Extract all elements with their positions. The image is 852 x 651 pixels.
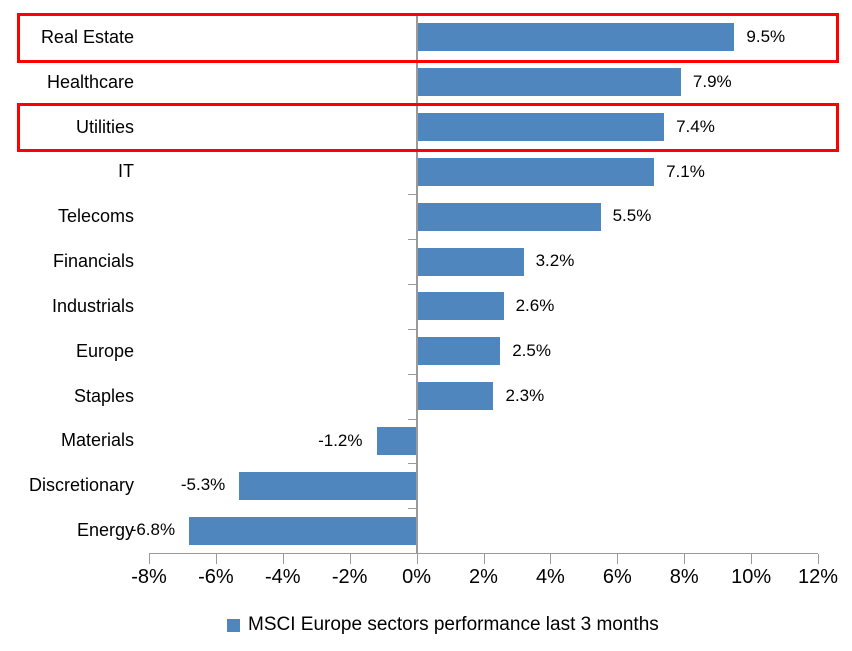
x-tick-mark xyxy=(282,554,284,564)
category-tick-mark xyxy=(407,284,417,285)
category-tick-mark xyxy=(407,463,417,465)
x-tick-label: -4% xyxy=(265,566,301,588)
x-tick-mark xyxy=(818,554,819,564)
x-tick-mark xyxy=(617,554,619,564)
bar xyxy=(416,68,681,97)
value-label: 7.1% xyxy=(666,161,705,181)
x-tick-mark xyxy=(416,554,418,564)
category-tick-mark xyxy=(407,194,417,196)
x-tick-label: 12% xyxy=(797,566,839,588)
legend-swatch-icon xyxy=(227,618,240,632)
x-tick-label: 2% xyxy=(469,566,498,588)
value-label: 2.6% xyxy=(515,296,555,315)
highlight-box xyxy=(17,13,839,63)
category-label: Europe xyxy=(75,340,134,361)
legend-label: MSCI Europe sectors performance last 3 m… xyxy=(248,614,659,635)
value-label: 7.4% xyxy=(676,116,715,136)
x-tick-label: -8% xyxy=(131,566,167,588)
x-tick-label: -2% xyxy=(331,566,368,588)
value-label: -1.2% xyxy=(318,430,363,450)
zero-axis-line xyxy=(415,15,418,553)
value-label: 3.2% xyxy=(535,251,575,271)
category-label: Real Estate xyxy=(40,26,134,47)
value-label: 7.9% xyxy=(692,71,732,91)
bar xyxy=(416,157,655,186)
chart-legend: MSCI Europe sectors performance last 3 m… xyxy=(227,614,659,636)
value-label: 2.5% xyxy=(512,340,551,360)
bar xyxy=(416,247,524,276)
category-label: IT xyxy=(118,161,134,182)
bar xyxy=(189,516,417,545)
x-tick-label: 0% xyxy=(402,566,432,588)
x-tick-label: 4% xyxy=(535,566,565,588)
value-label: -5.3% xyxy=(180,475,226,495)
category-label: Utilities xyxy=(75,116,134,137)
category-tick-mark xyxy=(407,508,417,510)
bar xyxy=(376,426,417,455)
category-label: Energy xyxy=(76,520,134,541)
bar xyxy=(416,113,665,142)
bar xyxy=(416,292,504,321)
bar xyxy=(416,337,501,366)
x-tick-mark xyxy=(483,554,485,564)
bar xyxy=(416,382,494,411)
bar xyxy=(416,23,735,52)
x-tick-mark xyxy=(550,554,552,564)
category-label: Telecoms xyxy=(57,206,134,227)
highlight-box xyxy=(17,102,839,153)
x-tick-mark xyxy=(684,554,686,564)
x-tick-label: -6% xyxy=(198,566,234,588)
value-label: 2.3% xyxy=(505,385,545,405)
x-tick-label: 10% xyxy=(731,566,772,588)
category-tick-mark xyxy=(407,373,417,375)
x-tick-mark xyxy=(149,554,150,564)
x-tick-label: 8% xyxy=(669,566,699,588)
bar xyxy=(239,471,417,500)
value-label: -6.8% xyxy=(130,520,176,540)
category-tick-mark xyxy=(407,328,417,330)
x-tick-mark xyxy=(751,554,753,564)
category-label: Financials xyxy=(52,251,134,272)
x-axis-line xyxy=(149,553,818,554)
value-label: 5.5% xyxy=(612,206,652,226)
x-tick-mark xyxy=(349,554,351,564)
bar xyxy=(416,202,601,231)
category-label: Healthcare xyxy=(46,71,134,92)
x-tick-label: 6% xyxy=(602,566,632,588)
value-label: 9.5% xyxy=(746,27,786,46)
category-label: Staples xyxy=(73,385,134,406)
category-label: Materials xyxy=(60,430,134,451)
category-label: Industrials xyxy=(51,295,134,316)
category-tick-mark xyxy=(407,418,417,420)
category-tick-mark xyxy=(407,239,417,241)
category-label: Discretionary xyxy=(28,475,134,496)
x-tick-mark xyxy=(215,554,217,564)
